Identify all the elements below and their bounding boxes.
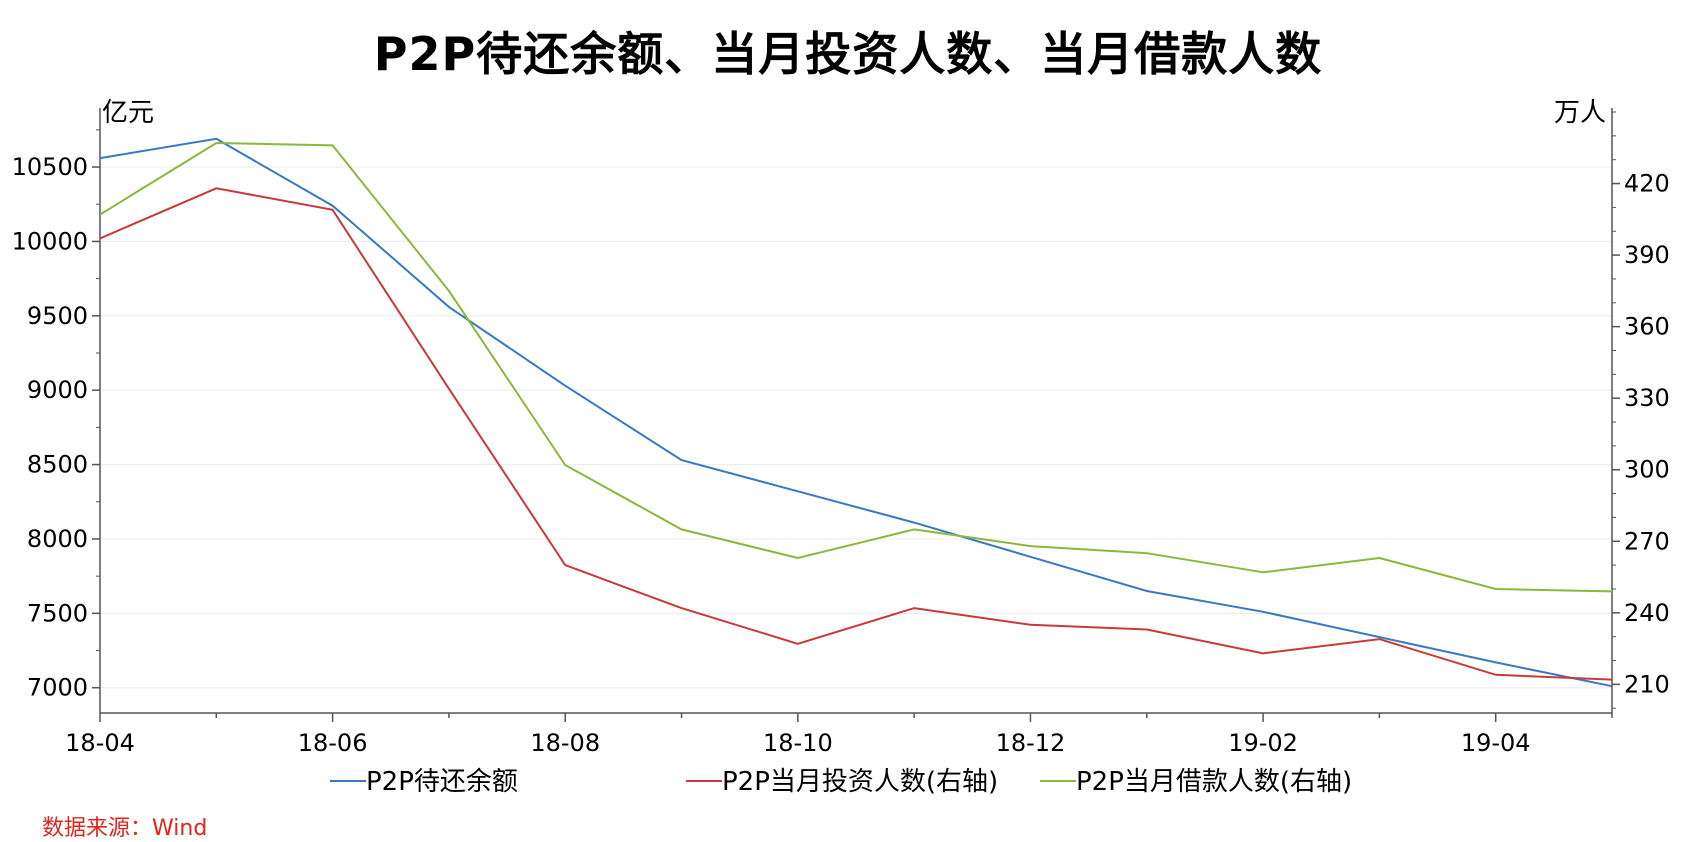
legend-label-3: P2P当月借款人数(右轴) <box>1076 767 1352 797</box>
left-tick-label: 9500 <box>27 302 88 330</box>
series-line-3 <box>99 141 1613 593</box>
legend-label-1: P2P待还余额 <box>366 767 518 797</box>
right-tick-label: 210 <box>1624 670 1670 698</box>
right-tick-label: 420 <box>1624 170 1670 198</box>
chart-title: P2P待还余额、当月投资人数、当月借款人数 <box>373 27 1323 81</box>
right-axis-unit: 万人 <box>1553 98 1606 128</box>
left-axis-unit: 亿元 <box>102 98 155 128</box>
x-tick-label: 18-04 <box>65 729 135 757</box>
x-tick-label: 18-08 <box>530 729 600 757</box>
x-tick-label: 19-04 <box>1461 729 1531 757</box>
left-tick-label: 10500 <box>12 153 88 181</box>
series-line-2 <box>99 187 1613 681</box>
x-tick-label: 18-10 <box>763 729 833 757</box>
data-source-note: 数据来源：Wind <box>42 816 208 841</box>
left-tick-label: 9000 <box>27 376 88 404</box>
right-tick-label: 360 <box>1624 313 1670 341</box>
right-tick-label: 390 <box>1624 241 1670 269</box>
left-tick-label: 7500 <box>27 599 88 627</box>
x-tick-label: 18-06 <box>298 729 368 757</box>
series-line-1 <box>99 137 1613 688</box>
legend-label-2: P2P当月投资人数(右轴) <box>722 767 998 797</box>
x-tick-label: 18-12 <box>996 729 1066 757</box>
right-tick-label: 270 <box>1624 527 1670 555</box>
left-tick-label: 7000 <box>27 674 88 702</box>
left-tick-label: 8500 <box>27 451 88 479</box>
right-tick-label: 330 <box>1624 384 1670 412</box>
left-tick-label: 8000 <box>27 525 88 553</box>
right-tick-label: 300 <box>1624 456 1670 484</box>
right-tick-label: 240 <box>1624 599 1670 627</box>
left-tick-label: 10000 <box>12 227 88 255</box>
x-tick-label: 19-02 <box>1228 729 1298 757</box>
